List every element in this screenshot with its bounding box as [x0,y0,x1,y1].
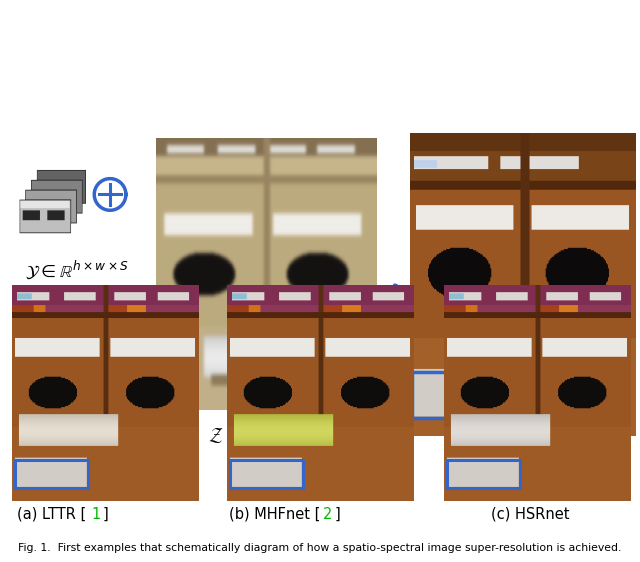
Text: (b) MHFnet [: (b) MHFnet [ [229,507,321,522]
Text: ]: ] [335,507,340,522]
Bar [412,372,511,418]
Text: Fig. 1.  First examples that schematically diagram of how a spatio-spectral imag: Fig. 1. First examples that schematicall… [19,543,621,553]
Text: (a) LTTR [: (a) LTTR [ [17,507,86,522]
Text: 1: 1 [92,507,100,522]
Text: 2: 2 [323,507,333,522]
Text: $\mathcal{X} \in \mathbb{R}^{H \times W \times S}$: $\mathcal{X} \in \mathbb{R}^{H \times W … [459,447,575,468]
Bar [230,460,303,488]
Text: $\mathcal{Y} \in \mathbb{R}^{h \times w \times S}$: $\mathcal{Y} \in \mathbb{R}^{h \times w … [25,258,129,280]
Bar [15,460,88,488]
Text: $\mathcal{Z} \in \mathbb{R}^{H \times W \times s}$: $\mathcal{Z} \in \mathbb{R}^{H \times W … [208,423,323,446]
Bar [447,460,520,488]
Text: (c) HSRnet: (c) HSRnet [491,507,569,522]
Text: ]: ] [103,507,109,522]
